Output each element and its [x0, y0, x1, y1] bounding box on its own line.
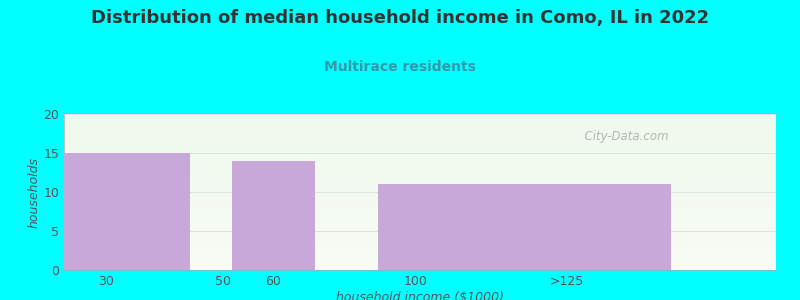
Bar: [378, 184, 671, 270]
Bar: [231, 161, 315, 270]
Bar: [22, 153, 190, 270]
Text: City-Data.com: City-Data.com: [577, 130, 668, 142]
Y-axis label: households: households: [27, 157, 41, 227]
Text: Multirace residents: Multirace residents: [324, 60, 476, 74]
Text: Distribution of median household income in Como, IL in 2022: Distribution of median household income …: [91, 9, 709, 27]
X-axis label: household income ($1000): household income ($1000): [336, 291, 504, 300]
